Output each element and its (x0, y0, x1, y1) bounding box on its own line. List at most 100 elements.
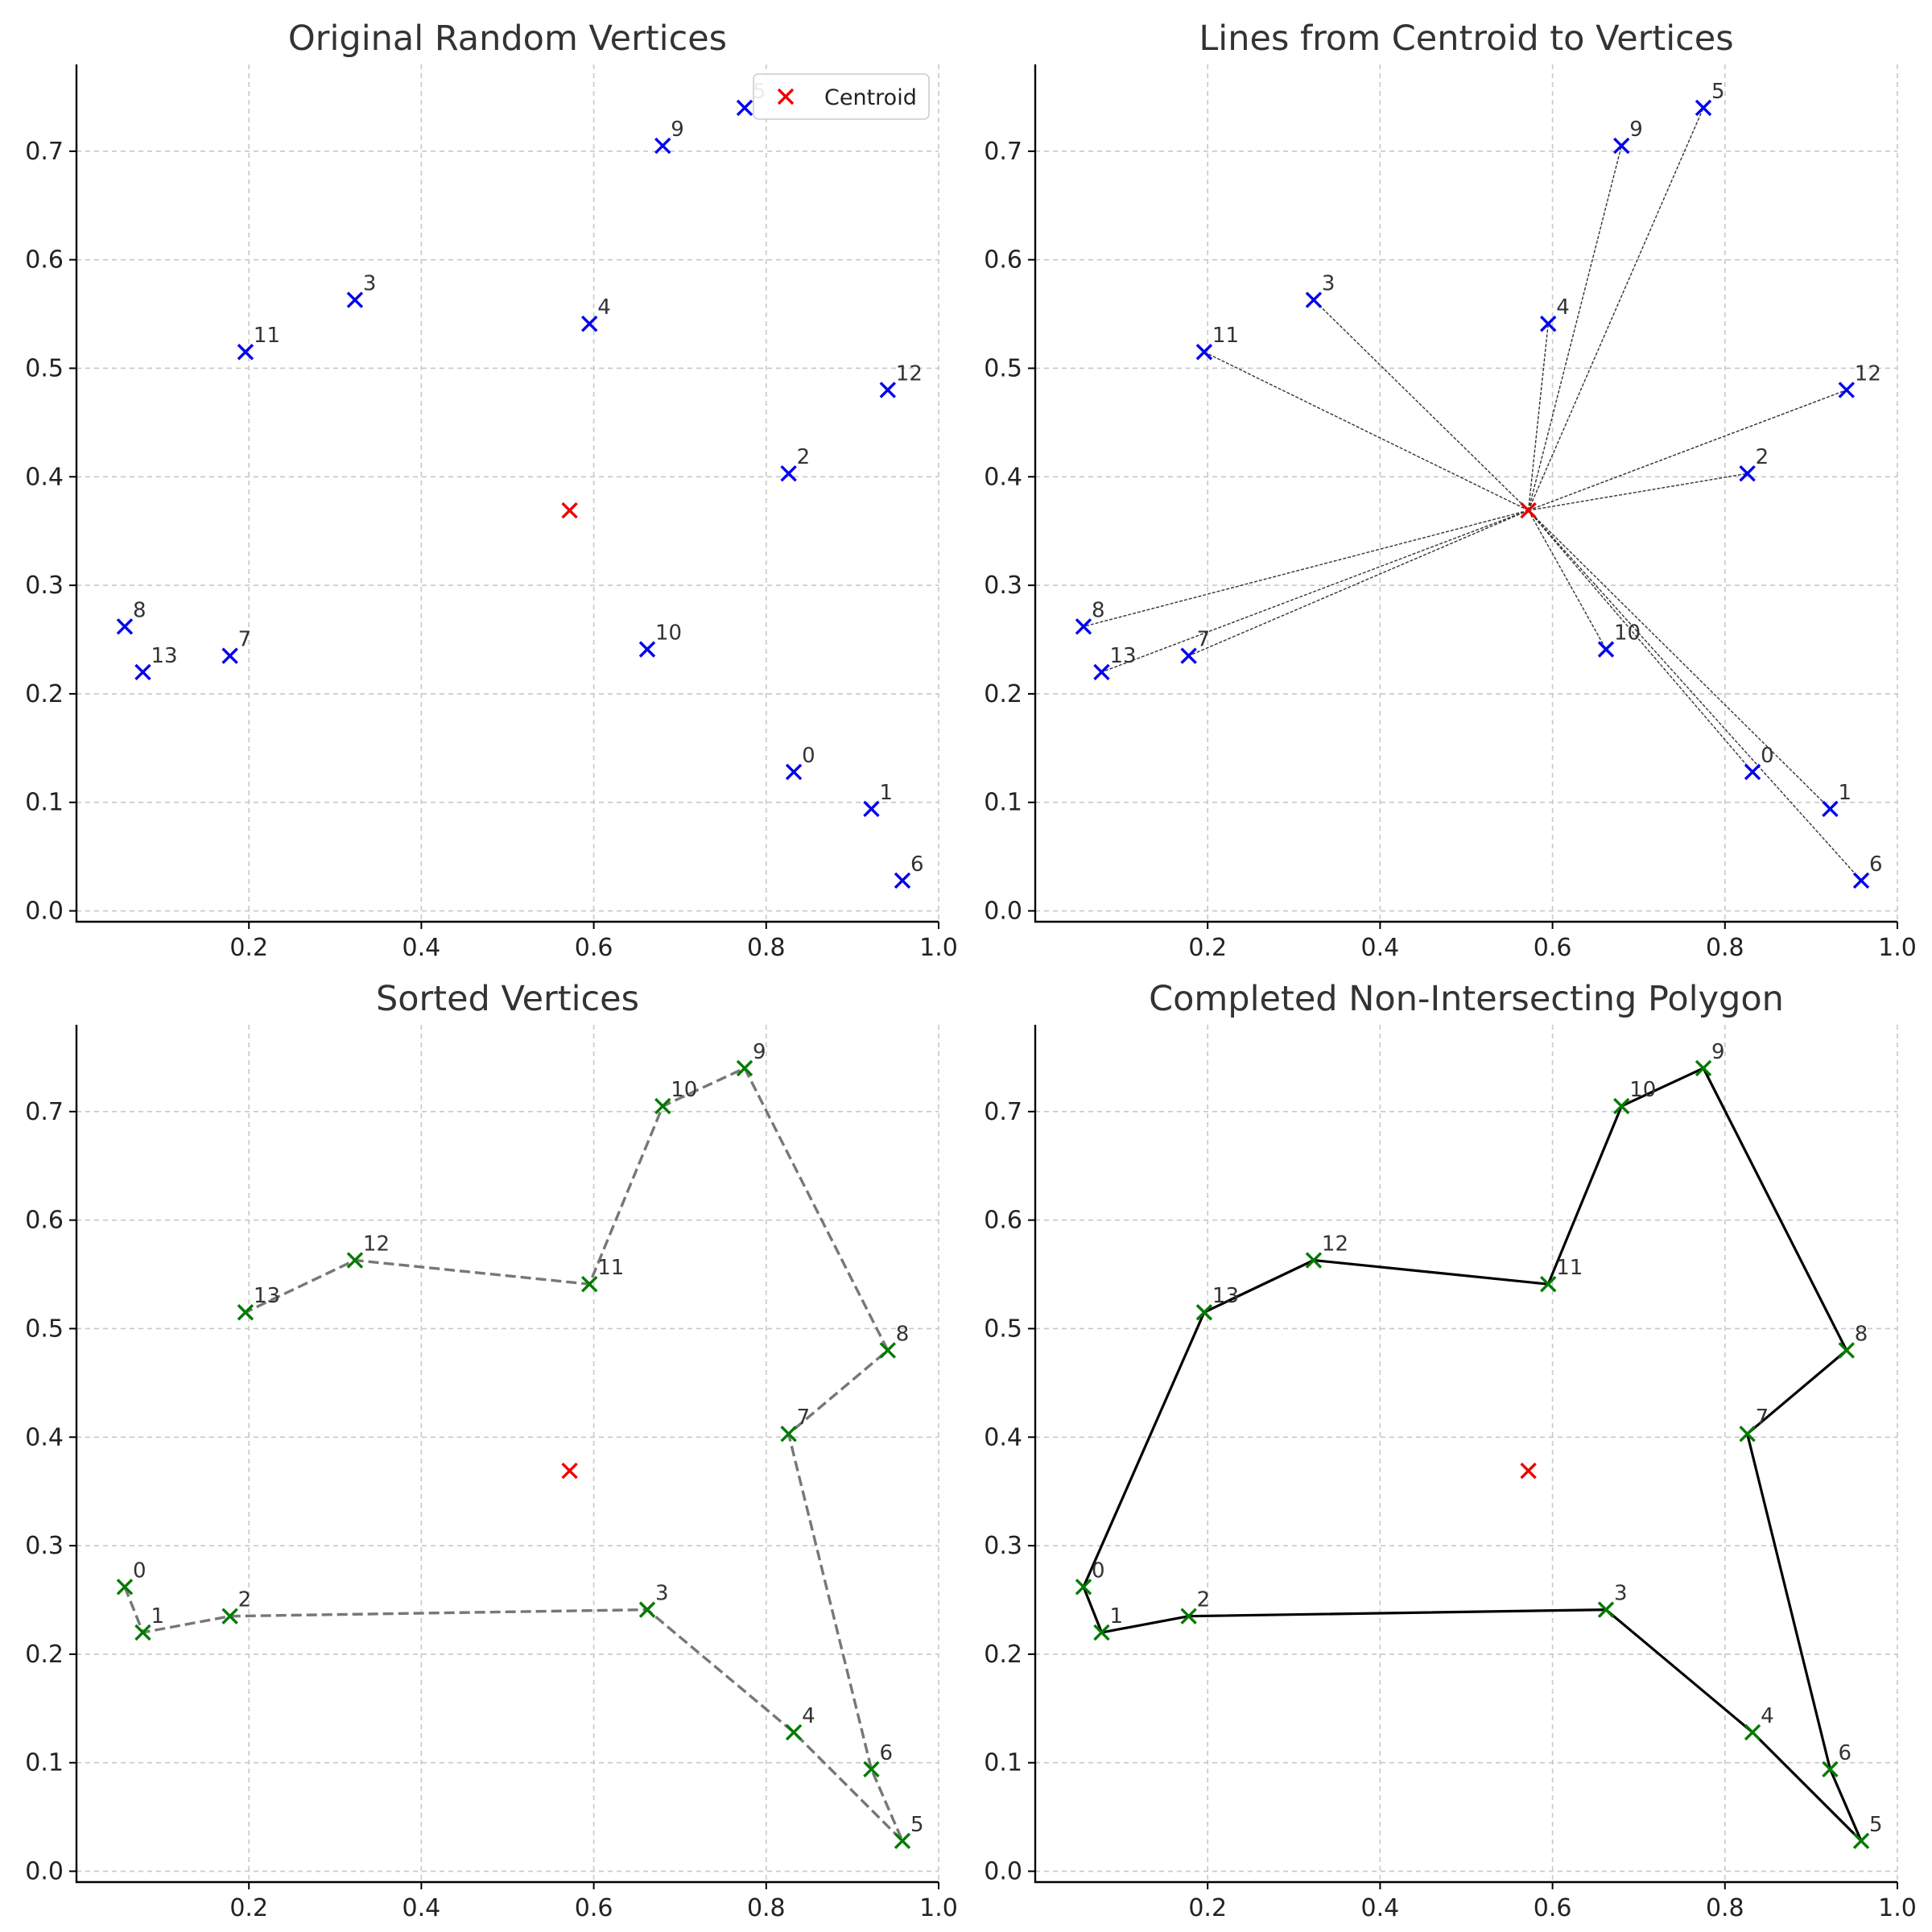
vertex-marker (1195, 344, 1213, 361)
vertex-marker (785, 763, 803, 781)
x-tick-label: 0.2 (1188, 1894, 1227, 1922)
vertex-label: 9 (671, 118, 684, 142)
vertex-label: 2 (1197, 1588, 1211, 1612)
vertex-label: 8 (1855, 1322, 1868, 1346)
centroid-ray (1313, 299, 1530, 511)
vertex-marker (1093, 1624, 1110, 1641)
y-tick-label: 0.2 (25, 680, 64, 708)
y-tick-label: 0.2 (25, 1641, 64, 1669)
axis-spines (75, 64, 939, 923)
vertex-marker (237, 1304, 254, 1321)
vertex-label: 10 (1614, 621, 1641, 646)
axis-spines (75, 1025, 939, 1884)
chart-title: Lines from Centroid to Vertices (1199, 19, 1733, 59)
vertex-label: 0 (1092, 1558, 1105, 1583)
vertex-label: 8 (1092, 598, 1105, 622)
vertex-label: 13 (1109, 644, 1136, 668)
vertex-marker (654, 1097, 671, 1115)
x-tick-label: 0.4 (1361, 1894, 1400, 1922)
legend-label: Centroid (824, 85, 917, 110)
centroid-ray (1527, 324, 1549, 511)
vertex-marker (879, 382, 897, 398)
vertex-label: 13 (1212, 1284, 1239, 1308)
vertex-label: 6 (1838, 1741, 1852, 1765)
y-tick-label: 0.5 (984, 354, 1022, 382)
vertex-marker (1852, 872, 1870, 889)
vertex-marker (221, 1608, 238, 1624)
vertex-marker (894, 1832, 911, 1849)
subplot-2: Lines from Centroid to Vertices 0.2 0.4 0.6… (984, 19, 1917, 962)
y-tick-label: 0.3 (984, 1532, 1022, 1560)
vertex-marker (1744, 763, 1761, 781)
vertex-label: 10 (1629, 1078, 1656, 1102)
x-tick-label: 0.6 (575, 1894, 613, 1922)
x-tick-label: 0.4 (402, 934, 441, 962)
y-tick-label: 0.0 (984, 1858, 1022, 1886)
vertex-marker (1180, 647, 1197, 664)
y-tick-label: 0.0 (25, 898, 64, 926)
vertex-marker (1540, 1275, 1557, 1293)
vertex-marker (1838, 382, 1856, 398)
vertex-label: 3 (1614, 1582, 1628, 1606)
x-tick-label: 0.8 (747, 934, 786, 962)
vertex-label: 0 (1761, 744, 1774, 768)
y-tick-label: 0.4 (984, 1423, 1022, 1451)
x-tick-label: 0.8 (747, 1894, 786, 1922)
vertex-label: 8 (896, 1322, 910, 1346)
vertex-label: 6 (1869, 852, 1883, 877)
vertex-label: 12 (363, 1232, 390, 1257)
subplot-1: Original Random Vertices 0.2 0.4 0.6 0.8 1.0 0… (25, 19, 958, 962)
y-tick-label: 0.5 (984, 1315, 1022, 1343)
vertex-marker (1695, 1059, 1712, 1077)
vertex-label: 7 (238, 628, 252, 652)
vertex-marker (221, 647, 238, 664)
vertex-label: 9 (1629, 118, 1643, 142)
vertex-label: 3 (363, 272, 377, 296)
axis-spines (1034, 64, 1897, 923)
vertex-marker (1739, 465, 1756, 482)
y-tick-label: 0.4 (25, 1423, 64, 1451)
y-tick-label: 0.6 (25, 1207, 64, 1235)
vertex-marker (1075, 618, 1092, 635)
vertex-label: 1 (879, 781, 893, 805)
vertex-marker (1822, 800, 1839, 817)
centroid-marker (561, 1462, 578, 1480)
vertex-marker (736, 1059, 753, 1077)
vertex-label: 3 (655, 1582, 669, 1606)
vertex-marker (638, 1601, 656, 1618)
vertex-marker (879, 1342, 897, 1359)
vertex-label: 0 (133, 1558, 147, 1583)
x-tick-label: 0.2 (229, 1894, 268, 1922)
vertex-marker (1305, 1252, 1323, 1269)
vertex-marker (1075, 1579, 1092, 1596)
vertex-label: 10 (671, 1078, 697, 1102)
vertex-label: 4 (597, 295, 611, 320)
vertex-label: 13 (254, 1284, 280, 1308)
vertex-label: 4 (1556, 295, 1570, 320)
y-tick-label: 0.6 (984, 246, 1022, 275)
vertex-label: 9 (753, 1040, 766, 1064)
x-tick-label: 0.2 (229, 934, 268, 962)
chart-title: Original Random Vertices (288, 19, 727, 59)
x-tick-label: 1.0 (1878, 1894, 1917, 1922)
vertex-label: 2 (238, 1588, 252, 1612)
vertex-label: 2 (797, 445, 811, 469)
y-tick-label: 0.6 (25, 246, 64, 275)
polygon-edge-line (1082, 1067, 1863, 1843)
y-tick-label: 0.7 (984, 1098, 1022, 1126)
centroid-ray (1101, 510, 1529, 673)
y-tick-label: 0.5 (25, 354, 64, 382)
vertex-label: 4 (802, 1704, 815, 1728)
vertex-marker (581, 315, 598, 332)
y-tick-label: 0.3 (25, 572, 64, 600)
vertex-label: 5 (910, 1813, 924, 1837)
vertex-label: 1 (1109, 1604, 1123, 1629)
subplot-3: Sorted Vertices 0.2 0.4 0.6 0.8 1.0 0.0 0.1 0.2 0… (25, 979, 958, 1922)
x-tick-label: 0.8 (1706, 934, 1744, 962)
vertex-label: 12 (1322, 1232, 1348, 1257)
vertex-marker (1613, 137, 1630, 155)
y-tick-label: 0.5 (25, 1315, 64, 1343)
vertex-label: 11 (1556, 1256, 1583, 1280)
x-tick-label: 0.6 (1534, 1894, 1572, 1922)
legend: Centroid (753, 73, 930, 120)
